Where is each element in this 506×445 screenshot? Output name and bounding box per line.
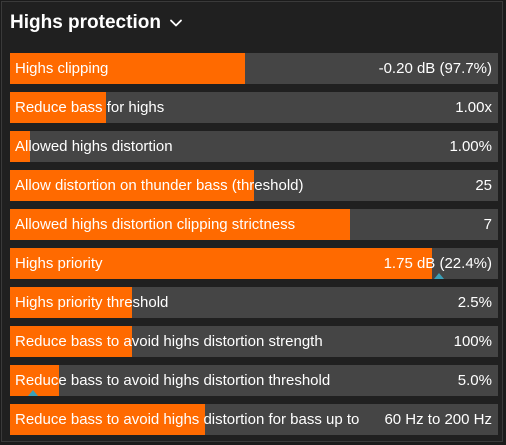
slider-fill [10,209,351,240]
slider-value: 5.0% [457,372,492,389]
slider-label: Reduce bass to avoid highs distortion th… [15,372,331,389]
slider-label: Reduce bass to avoid highs distortion fo… [15,411,360,428]
slider-label: Reduce bass for highs [15,99,165,116]
slider-label: Highs clipping [15,60,109,77]
slider-fill [10,326,132,357]
slider-highs-priority-threshold[interactable]: Highs priority threshold 2.5% [10,287,498,318]
slider-allowed-highs-distortion[interactable]: Allowed highs distortion 1.00% [10,131,498,162]
slider-value: 1.00x [455,99,492,116]
default-marker-icon [433,273,444,279]
slider-fill [10,248,433,279]
slider-reduce-bass-strength[interactable]: Reduce bass to avoid highs distortion st… [10,326,498,357]
default-marker-icon [27,390,38,396]
chevron-down-icon[interactable] [169,16,183,30]
slider-label: Highs priority [15,255,103,272]
slider-distortion-clipping-strictness[interactable]: Allowed highs distortion clipping strict… [10,209,498,240]
slider-label: Allowed highs distortion [15,138,173,155]
slider-value: -0.20 dB (97.7%) [378,60,492,77]
slider-value: 2.5% [457,294,492,311]
slider-reduce-bass-frequency-range[interactable]: Reduce bass to avoid highs distortion fo… [10,404,498,435]
slider-value: 1.75 dB (22.4%) [383,255,492,272]
slider-value: 60 Hz to 200 Hz [384,411,492,428]
slider-value: 7 [483,216,492,233]
slider-fill [10,131,30,162]
slider-fill [10,92,107,123]
slider-label: Allowed highs distortion clipping strict… [15,216,296,233]
slider-highs-clipping[interactable]: Highs clipping -0.20 dB (97.7%) [10,53,498,84]
slider-value: 25 [475,177,492,194]
slider-fill [10,53,245,84]
slider-value: 100% [453,333,492,350]
panel-title: Highs protection [10,12,161,33]
slider-list: Highs clipping -0.20 dB (97.7%) Reduce b… [10,53,498,443]
slider-label: Allow distortion on thunder bass (thresh… [15,177,304,194]
slider-fill [10,404,206,435]
slider-value: 1.00% [449,138,492,155]
slider-highs-priority[interactable]: Highs priority 1.75 dB (22.4%) [10,248,498,279]
panel-header[interactable]: Highs protection [2,2,502,44]
slider-reduce-bass-for-highs[interactable]: Reduce bass for highs 1.00x [10,92,498,123]
slider-fill [10,287,132,318]
slider-allow-distortion-thunder-bass[interactable]: Allow distortion on thunder bass (thresh… [10,170,498,201]
slider-reduce-bass-threshold[interactable]: Reduce bass to avoid highs distortion th… [10,365,498,396]
slider-label: Highs priority threshold [15,294,169,311]
slider-fill [10,170,254,201]
slider-label: Reduce bass to avoid highs distortion st… [15,333,323,350]
